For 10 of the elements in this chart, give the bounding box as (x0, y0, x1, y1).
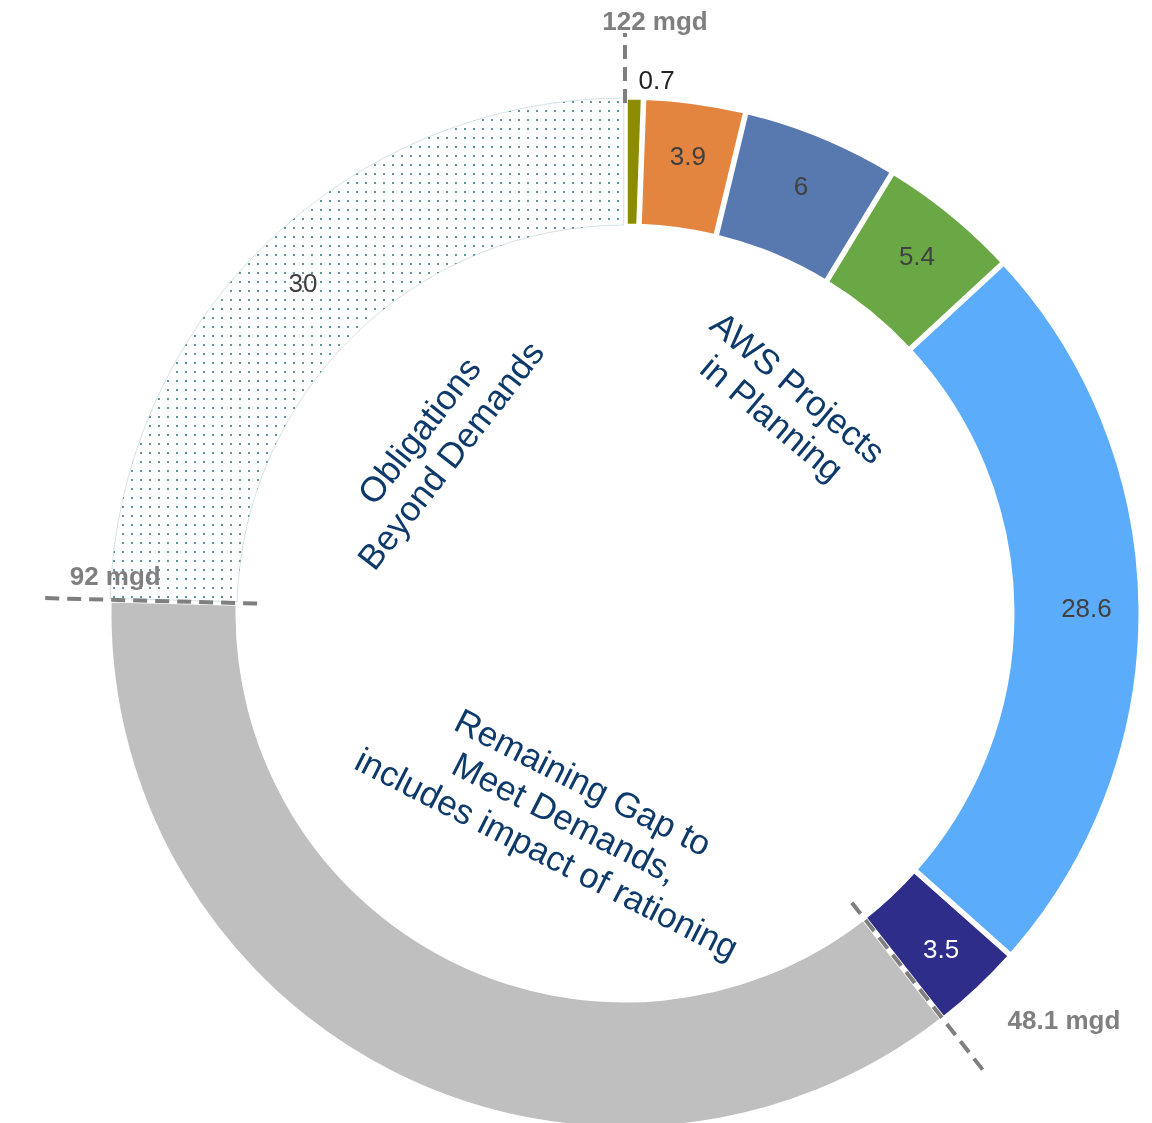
data-label: 5.4 (898, 240, 936, 271)
data-label: 30 (288, 267, 318, 298)
data-label: 0.7 (638, 65, 675, 96)
data-label: 3.9 (669, 140, 706, 171)
data-label: 6 (793, 171, 809, 202)
text: 92 mgd (69, 561, 161, 592)
data-label: 28.6 (1061, 593, 1112, 624)
text: 122 mgd (602, 6, 708, 36)
text: 48.1 mgd (1007, 1004, 1121, 1035)
data-label: 3.5 (923, 934, 960, 965)
